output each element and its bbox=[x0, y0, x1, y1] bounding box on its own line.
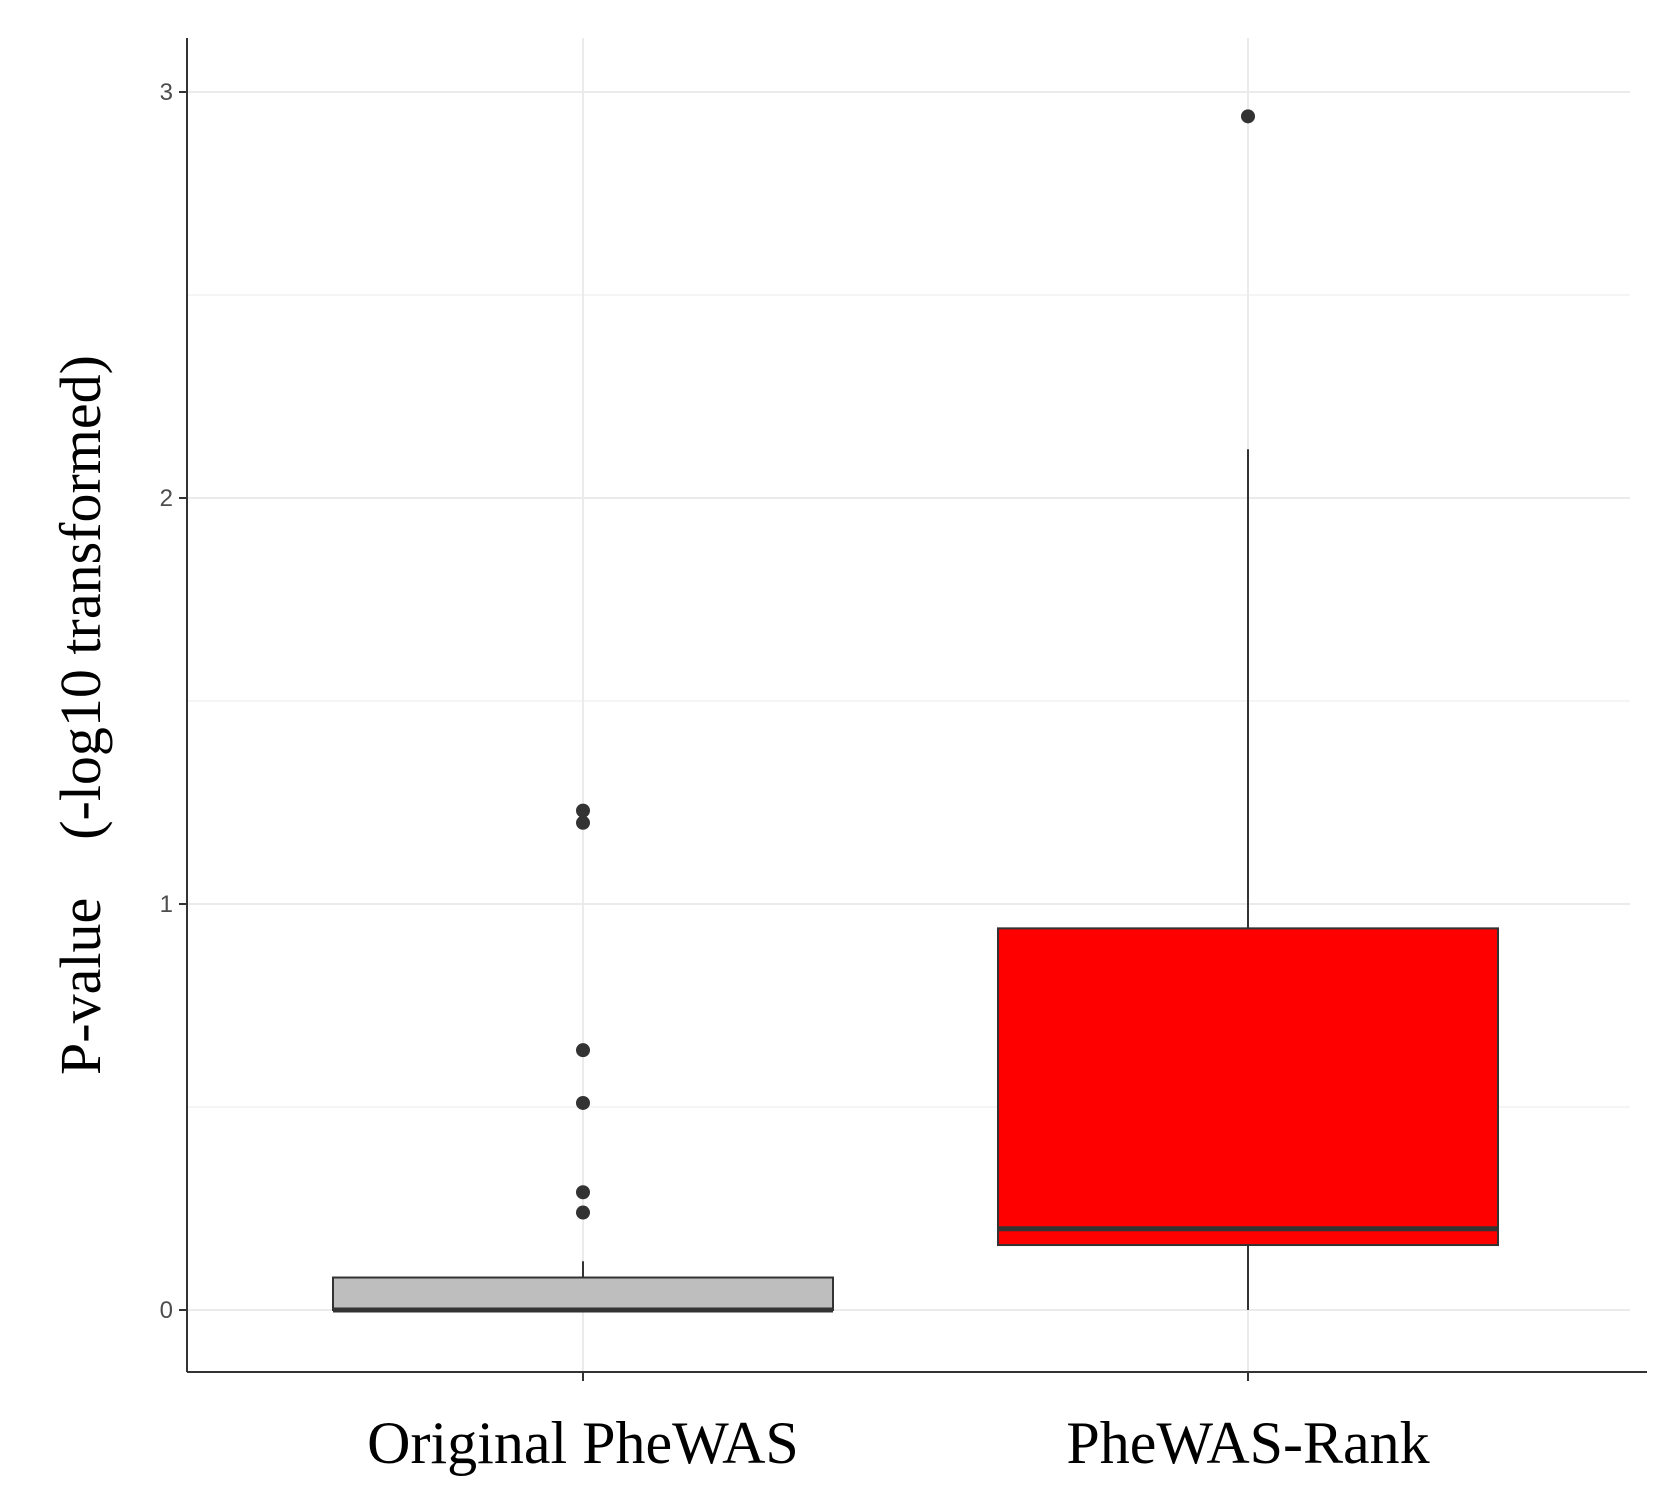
y-tick-label-3: 3 bbox=[160, 79, 173, 106]
y-axis-title: P-value (-log10 transformed) bbox=[48, 355, 113, 1075]
boxes bbox=[332, 109, 1499, 1313]
outlier-0-2 bbox=[576, 1043, 590, 1058]
box-1 bbox=[997, 109, 1499, 1310]
outlier-0-5 bbox=[576, 1205, 590, 1220]
outlier-1-0 bbox=[1241, 109, 1255, 124]
x-tick-label-0: Original PheWAS bbox=[367, 1410, 799, 1476]
x-ticks: Original PheWAS PheWAS-Rank bbox=[367, 1372, 1430, 1476]
y-tick-label-1: 1 bbox=[160, 891, 173, 918]
y-tick-label-0: 0 bbox=[160, 1297, 173, 1324]
y-ticks: 0 1 2 3 bbox=[160, 79, 187, 1324]
outlier-0-4 bbox=[576, 1185, 590, 1200]
box-0 bbox=[332, 803, 834, 1313]
box-body-1 bbox=[997, 927, 1499, 1247]
x-tick-label-1: PheWAS-Rank bbox=[1066, 1410, 1429, 1476]
y-tick-label-2: 2 bbox=[160, 485, 173, 512]
box-body-0 bbox=[332, 1276, 834, 1312]
axes bbox=[186, 38, 1647, 1373]
outlier-0-3 bbox=[576, 1095, 590, 1110]
outlier-0-0 bbox=[576, 803, 590, 818]
outlier-0-1 bbox=[576, 815, 590, 830]
